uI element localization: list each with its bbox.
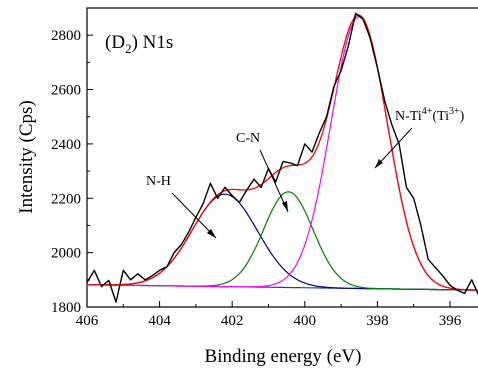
x-tick-label: 396 — [439, 313, 462, 329]
x-tick-label: 406 — [76, 313, 99, 329]
y-tick-label: 2200 — [51, 191, 81, 207]
x-axis-label: Binding energy (eV) — [205, 346, 362, 367]
nh-peak-line — [87, 193, 478, 291]
arrow-nti-head — [375, 159, 383, 168]
raw-data-line — [86, 12, 478, 303]
cn-peak-line — [87, 191, 478, 291]
annotation-nh: N-H — [146, 174, 171, 189]
ticks-group: 406 404 402 400 398 396 1800 2000 2200 2400 2600 28… — [51, 28, 462, 329]
nti-peak-line — [87, 16, 478, 291]
plot-frame — [86, 7, 478, 308]
y-tick-label: 2600 — [51, 83, 81, 99]
annotation-cn: C-N — [236, 131, 260, 146]
y-tick-label: 2400 — [51, 137, 81, 153]
x-tick-label: 402 — [221, 313, 244, 329]
arrow-nh — [171, 192, 217, 239]
arrow-nh-head — [207, 229, 216, 238]
annotation-nti: N-Ti4+(Ti3+) — [395, 106, 465, 124]
x-tick-label: 400 — [294, 313, 317, 329]
y-tick-label: 1800 — [51, 300, 81, 316]
y-axis-label: Intensity (Cps) — [16, 100, 37, 213]
chart-title: (D2) N1s — [105, 32, 173, 56]
envelope-line — [87, 14, 478, 291]
y-tick-label: 2000 — [51, 246, 81, 262]
arrow-cn — [259, 149, 289, 213]
x-tick-label: 398 — [366, 313, 389, 329]
arrow-cn-head — [282, 201, 288, 212]
y-tick-label: 2800 — [51, 28, 81, 44]
curves-group — [86, 12, 478, 303]
x-tick-label: 404 — [148, 313, 171, 329]
